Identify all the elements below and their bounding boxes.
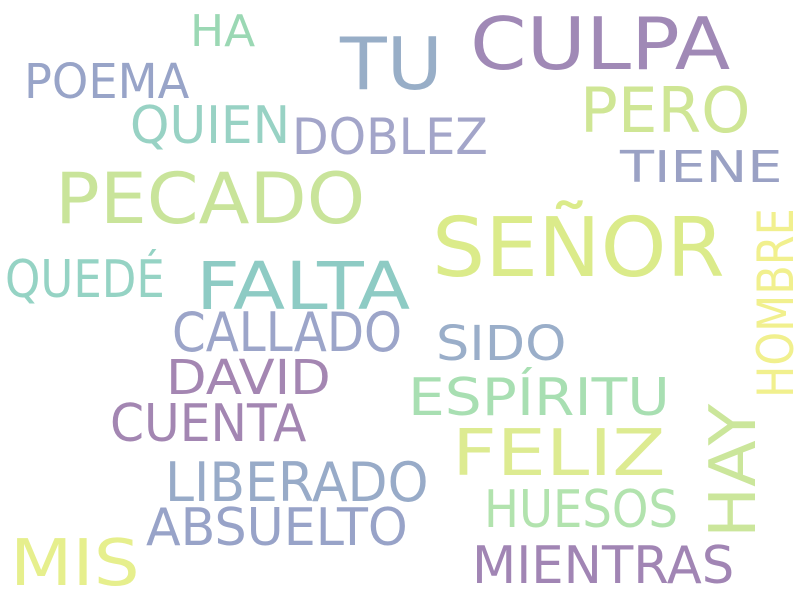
word-feliz: FELIZ [452,417,666,491]
word-huesos: HUESOS [484,480,678,540]
word-tiene: TIENE [620,142,783,193]
word-absuelto: ABSUELTO [146,498,408,558]
word-pero: PERO [580,74,751,147]
word-mientras: MIENTRAS [472,536,735,596]
word-pecado: PECADO [55,158,366,240]
word-ha: HA [190,6,256,57]
word-sido: SIDO [436,316,567,372]
word-hombre: HOMBRE [747,208,800,398]
word-falta: FALTA [196,248,411,325]
word-quede: QUEDÉ [5,250,165,310]
word-callado: CALLADO [172,301,403,364]
word-hay: HAY [697,403,771,538]
word-mis: MIS [10,527,140,601]
word-espiritu: ESPÍRITU [408,368,670,428]
word-poema: POEMA [24,54,190,110]
word-culpa: CULPA [470,2,731,86]
word-liberado: LIBERADO [165,451,429,514]
word-tu: TU [340,22,443,106]
word-doblez: DOBLEZ [292,108,488,166]
word-cuenta: CUENTA [110,394,307,454]
word-senor: SEÑOR [432,201,725,296]
word-david: DAVID [166,350,331,406]
word-quien: QUIEN [130,96,291,156]
